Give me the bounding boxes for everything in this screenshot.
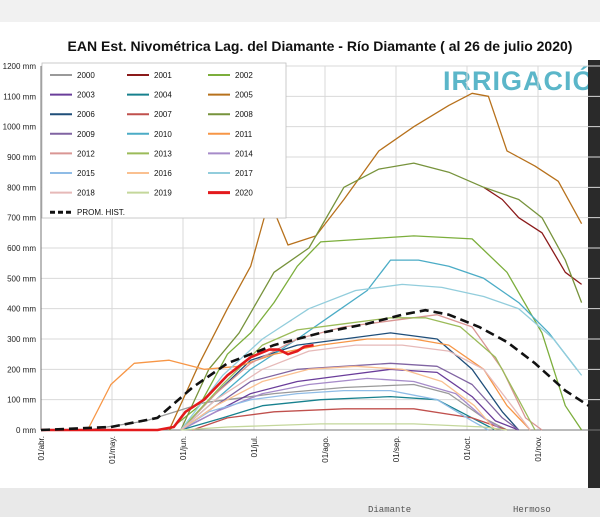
legend-label: 2005	[235, 91, 253, 100]
y-tick-label: 600 mm	[7, 244, 36, 253]
x-tick-label: 01/jul.	[250, 436, 259, 457]
window-edge-band	[588, 60, 600, 488]
legend-label: 2008	[235, 110, 253, 119]
legend-label: 2003	[77, 91, 95, 100]
series-line-2016	[180, 365, 496, 431]
bottom-strip-label-left: Diamante	[368, 505, 412, 515]
legend-label: 2013	[154, 149, 172, 158]
series-line-2020	[41, 343, 314, 432]
x-tick-label: 01/ago.	[321, 436, 330, 463]
x-tick-label: 01/oct.	[463, 436, 472, 460]
series-line-2006	[180, 332, 520, 431]
irrigacion-logo: IRRIGACIÓN	[443, 66, 600, 96]
series-line-2019	[180, 423, 508, 431]
series-line-2017	[180, 283, 583, 431]
legend-label: 2011	[235, 130, 253, 139]
y-tick-label: 200 mm	[7, 365, 36, 374]
y-tick-label: 1100 mm	[3, 92, 36, 101]
y-tick-label: 100 mm	[7, 396, 36, 405]
series-line-2000	[87, 383, 508, 431]
y-tick-label: 300 mm	[7, 335, 36, 344]
series-line-2007	[192, 408, 508, 431]
x-tick-label: 01/sep.	[392, 436, 401, 462]
top-window-strip	[0, 0, 600, 22]
series-line-2003	[180, 368, 519, 431]
bottom-window-strip: Diamante Hermoso	[0, 488, 600, 517]
legend-label: 2004	[154, 91, 172, 100]
series-line-2009	[180, 362, 520, 431]
legend-label: 2007	[154, 110, 172, 119]
legend-box	[41, 62, 287, 219]
x-tick-label: 01/nov.	[534, 436, 543, 462]
legend-label: 2018	[77, 189, 95, 198]
legend-label: 2015	[77, 169, 95, 178]
legend-label: 2001	[154, 71, 172, 80]
legend-label: 2000	[77, 71, 95, 80]
series-line-prom-hist-	[40, 308, 590, 432]
series-line-2005	[168, 92, 583, 431]
y-tick-label: 800 mm	[7, 183, 36, 192]
series-line-2001	[483, 186, 582, 285]
legend-label: PROM. HIST.	[77, 208, 125, 217]
series-line-2012	[180, 314, 543, 431]
legend-label: 2009	[77, 130, 95, 139]
y-tick-label: 700 mm	[7, 214, 36, 223]
legend-label: 2010	[154, 130, 172, 139]
chart-title: EAN Est. Nivométrica Lag. del Diamante -…	[67, 38, 573, 54]
legend-label: 2002	[235, 71, 253, 80]
y-tick-label: 500 mm	[7, 274, 36, 283]
series-line-2018	[180, 344, 531, 431]
series-line-2002	[168, 235, 583, 431]
legend-label: 2016	[154, 169, 172, 178]
x-tick-label: 01/may.	[108, 436, 117, 464]
legend-label: 2006	[77, 110, 95, 119]
legend-label: 2017	[235, 169, 253, 178]
legend-label: 2014	[235, 149, 253, 158]
y-tick-label: 1000 mm	[3, 123, 37, 132]
series-line-2004	[180, 395, 496, 431]
series-line-2008	[180, 162, 583, 431]
y-tick-label: 1200 mm	[3, 62, 37, 71]
series-line-2015	[180, 389, 489, 431]
legend-label: 2020	[235, 189, 253, 198]
series-line-2010	[180, 259, 578, 431]
y-tick-label: 0 mm	[16, 426, 36, 435]
y-tick-label: 400 mm	[7, 305, 36, 314]
y-tick-label: 900 mm	[7, 153, 36, 162]
legend-label: 2012	[77, 149, 95, 158]
x-tick-label: 01/jun.	[179, 436, 188, 460]
bottom-strip-label-right: Hermoso	[513, 505, 551, 515]
x-tick-label: 01/abr.	[37, 436, 46, 460]
legend-label: 2019	[154, 189, 172, 198]
